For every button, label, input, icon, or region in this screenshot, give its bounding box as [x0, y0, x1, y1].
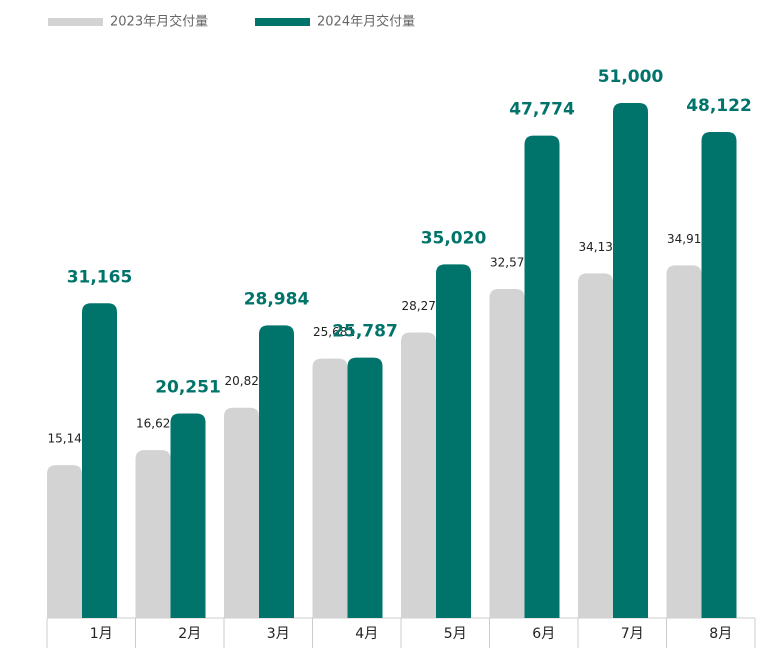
bar — [578, 273, 613, 618]
value-label: 16,620 — [136, 417, 178, 431]
bar — [224, 407, 259, 618]
bar — [701, 132, 737, 618]
value-label: 28,277 — [402, 299, 444, 313]
value-label: 28,984 — [244, 289, 310, 309]
legend-swatch — [255, 18, 310, 26]
bar — [170, 413, 206, 618]
x-tick-label: 4月 — [355, 626, 378, 642]
x-tick-label: 2月 — [178, 626, 201, 642]
value-label: 51,000 — [598, 67, 664, 87]
bar — [666, 265, 702, 618]
x-tick-label: 7月 — [621, 626, 644, 642]
value-label: 34,134 — [579, 240, 621, 254]
x-tick-label: 8月 — [709, 626, 732, 642]
value-label: 35,020 — [421, 228, 487, 248]
bar — [436, 264, 471, 618]
bar — [401, 332, 436, 618]
bar — [312, 358, 348, 618]
value-label: 32,575 — [490, 256, 532, 270]
bar — [259, 325, 294, 618]
bar — [489, 289, 525, 618]
bar — [613, 103, 648, 618]
value-label: 20,251 — [155, 378, 221, 398]
bar — [82, 303, 117, 618]
value-label: 25,681 — [313, 325, 355, 339]
value-label: 25,787 — [332, 322, 398, 342]
bar — [47, 465, 82, 618]
value-label: 31,165 — [67, 267, 133, 287]
legend-swatch — [48, 18, 103, 26]
value-label: 34,914 — [667, 232, 709, 246]
value-label: 48,122 — [686, 96, 752, 116]
x-tick-label: 5月 — [444, 626, 467, 642]
x-tick-label: 3月 — [267, 626, 290, 642]
bar — [347, 357, 383, 618]
value-label: 15,141 — [48, 432, 90, 446]
value-label: 20,823 — [225, 374, 267, 388]
x-tick-label: 6月 — [532, 626, 555, 642]
x-tick-label: 1月 — [90, 626, 113, 642]
bar — [524, 135, 560, 618]
bar — [135, 450, 171, 618]
legend-label: 2024年月交付量 — [317, 14, 415, 30]
legend-label: 2023年月交付量 — [110, 14, 208, 30]
value-label: 47,774 — [509, 100, 575, 120]
